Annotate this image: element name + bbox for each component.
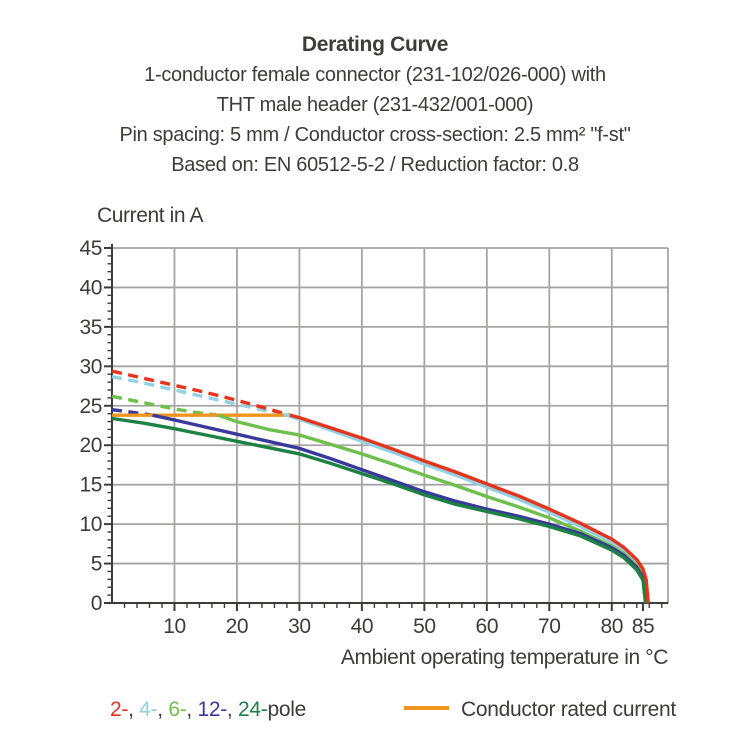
x-tick-label: 30 [288, 615, 311, 638]
pole-legend-item-4: 4- [139, 698, 158, 721]
axis-ticks [104, 247, 663, 611]
x-tick-label: 85 [632, 615, 655, 638]
y-tick-label: 20 [79, 434, 102, 457]
y-tick-label: 35 [79, 316, 102, 339]
chart-legend: 2-, 4-, 6-, 12-, 24-pole Conductor rated… [0, 698, 750, 732]
pole-legend-item-2: 2- [110, 698, 129, 721]
6-pole-dashed-path [111, 394, 219, 417]
chart-subtitle-line-2: THT male header (231-432/001-000) [216, 94, 534, 116]
chart-subtitle-line-3: Pin spacing: 5 mm / Conductor cross-sect… [119, 124, 631, 146]
y-tick-label: 5 [91, 553, 102, 576]
x-tick-label: 50 [413, 615, 436, 638]
y-tick-label: 45 [79, 237, 102, 260]
x-tick-label: 20 [226, 615, 249, 638]
axis-tick-labels: 0 5 10 15 20 25 30 35 40 45 10 20 30 40 50 60 70 80 85 [79, 237, 654, 638]
chart-header: Derating Curve 1-conductor female connec… [0, 30, 750, 180]
x-axis-title: Ambient operating temperature in °C [341, 646, 668, 669]
y-tick-label: 15 [79, 474, 102, 497]
y-tick-label: 25 [79, 395, 102, 418]
axis-titles: Current in A Ambient operating temperatur… [97, 204, 669, 669]
pole-legend-separator: , [186, 698, 198, 721]
pole-legend-suffix: pole [267, 698, 306, 721]
y-axis-title: Current in A [97, 204, 203, 227]
2-pole-solid-path [289, 413, 650, 604]
4-pole-dashed-path [111, 374, 285, 417]
chart-title: Derating Curve [301, 33, 449, 56]
x-tick-label: 60 [476, 615, 499, 638]
chart-subtitle-line-1: 1-conductor female connector (231-102/02… [144, 64, 606, 86]
rated-current-line-swatch [404, 706, 449, 711]
24-pole-solid-path [111, 416, 648, 604]
x-tick-label: 70 [538, 615, 561, 638]
x-tick-label: 40 [351, 615, 374, 638]
series-solid-segments [111, 412, 650, 604]
rated-current-label: Conductor rated current [461, 698, 676, 721]
y-tick-label: 40 [79, 276, 102, 299]
poles-legend: 2-, 4-, 6-, 12-, 24-pole [110, 698, 306, 722]
pole-legend-separator: , [226, 698, 238, 721]
2-pole-dashed-path [111, 369, 291, 417]
pole-legend-separator: , [128, 698, 140, 721]
12-pole-solid-path [152, 413, 648, 604]
pole-legend-item-6: 6- [168, 698, 187, 721]
y-tick-label: 10 [79, 513, 102, 536]
series-dashed-segments [111, 369, 291, 417]
rated-current-legend: Conductor rated current [404, 698, 676, 722]
axes [111, 244, 668, 604]
pole-legend-item-24: 24- [238, 698, 268, 721]
x-tick-label: 10 [163, 615, 186, 638]
y-tick-label: 30 [79, 355, 102, 378]
y-tick-label: 0 [91, 592, 102, 615]
x-tick-label: 80 [600, 615, 623, 638]
pole-legend-item-12: 12- [197, 698, 227, 721]
4-pole-solid-path [283, 412, 650, 604]
pole-legend-separator: , [157, 698, 169, 721]
chart-subtitle-line-4: Based on: EN 60512-5-2 / Reduction facto… [171, 154, 579, 176]
